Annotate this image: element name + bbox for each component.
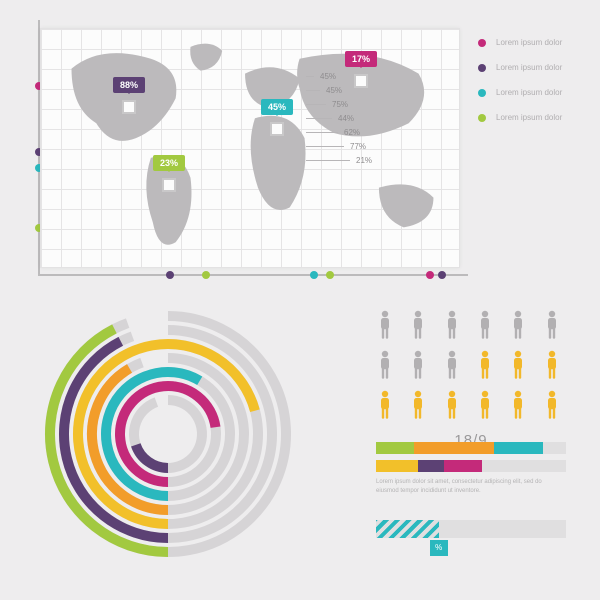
axis-dot	[426, 271, 434, 279]
radial-pct-label: 21%	[356, 156, 372, 165]
radial-leader-line	[306, 132, 338, 133]
person-icon	[409, 310, 427, 342]
axis-dot	[202, 271, 210, 279]
person-icon	[476, 350, 494, 382]
radial-label-row: 77%	[306, 142, 366, 151]
map-callout: 23%	[153, 155, 185, 171]
legend-item: Lorem ipsum dolor	[478, 88, 562, 97]
progress-track: %	[376, 520, 566, 538]
bar-track	[376, 460, 566, 472]
radial-pct-label: 45%	[326, 86, 342, 95]
person-icon	[409, 390, 427, 422]
person-icon	[476, 310, 494, 342]
map-marker	[122, 100, 136, 114]
radial-leader-line	[306, 146, 344, 147]
radial-label-row: 45%	[306, 72, 336, 81]
radial-label-row: 21%	[306, 156, 372, 165]
map-marker	[270, 122, 284, 136]
legend-item: Lorem ipsum dolor	[478, 38, 562, 47]
person-icon	[376, 310, 394, 342]
radial-leader-line	[306, 90, 320, 91]
bars-caption: Lorem ipsum dolor sit amet, consectetur …	[376, 478, 566, 496]
bar-segment	[418, 460, 445, 472]
legend-dot	[478, 64, 486, 72]
person-icon	[376, 350, 394, 382]
person-icon	[543, 310, 561, 342]
progress-tag-label: %	[435, 543, 442, 552]
map-marker	[354, 74, 368, 88]
axis-dot	[166, 271, 174, 279]
stacked-bars: Lorem ipsum dolor sit amet, consectetur …	[376, 442, 566, 496]
radial-label-row: 75%	[306, 100, 348, 109]
person-icon	[443, 310, 461, 342]
radial-pct-label: 44%	[338, 114, 354, 123]
progress-fill	[376, 520, 439, 538]
person-icon	[543, 390, 561, 422]
radial-pct-label: 62%	[344, 128, 360, 137]
person-icon	[509, 310, 527, 342]
bar-segment	[444, 460, 482, 472]
map-legend: Lorem ipsum dolor Lorem ipsum dolor Lorem …	[478, 38, 562, 138]
world-map	[41, 29, 459, 267]
radial-leader-line	[306, 76, 314, 77]
bar-segment	[414, 442, 494, 454]
axis-dot	[438, 271, 446, 279]
map-callout: 17%	[345, 51, 377, 67]
person-icon	[476, 390, 494, 422]
legend-label: Lorem ipsum dolor	[496, 88, 562, 97]
progress-bar: %	[376, 520, 566, 538]
legend-item: Lorem ipsum dolor	[478, 63, 562, 72]
map-callout: 88%	[113, 77, 145, 93]
radial-chart	[38, 304, 298, 564]
bar-segment	[376, 442, 414, 454]
world-map-panel: 88% 23% 45% 17%	[40, 28, 460, 268]
person-icon	[376, 390, 394, 422]
axis-dot	[326, 271, 334, 279]
person-icon	[509, 350, 527, 382]
map-callout: 45%	[261, 99, 293, 115]
progress-tag: %	[430, 540, 448, 556]
person-icon	[509, 390, 527, 422]
bar-segment	[376, 460, 418, 472]
person-icon	[443, 350, 461, 382]
axis-dot	[310, 271, 318, 279]
map-x-axis	[38, 274, 468, 276]
radial-leader-line	[306, 160, 350, 161]
radial-leader-line	[306, 118, 332, 119]
legend-dot	[478, 89, 486, 97]
legend-label: Lorem ipsum dolor	[496, 63, 562, 72]
radial-label-row: 62%	[306, 128, 360, 137]
legend-dot	[478, 39, 486, 47]
radial-label-row: 44%	[306, 114, 354, 123]
radial-leader-line	[306, 104, 326, 105]
people-pictogram: 18/9	[376, 310, 566, 449]
bar-segment	[494, 442, 543, 454]
bar-track	[376, 442, 566, 454]
radial-label-row: 45%	[306, 86, 342, 95]
person-icon	[409, 350, 427, 382]
radial-pct-label: 77%	[350, 142, 366, 151]
map-marker	[162, 178, 176, 192]
legend-label: Lorem ipsum dolor	[496, 113, 562, 122]
person-icon	[443, 390, 461, 422]
legend-dot	[478, 114, 486, 122]
legend-label: Lorem ipsum dolor	[496, 38, 562, 47]
radial-pct-label: 75%	[332, 100, 348, 109]
radial-pct-label: 45%	[320, 72, 336, 81]
legend-item: Lorem ipsum dolor	[478, 113, 562, 122]
person-icon	[543, 350, 561, 382]
